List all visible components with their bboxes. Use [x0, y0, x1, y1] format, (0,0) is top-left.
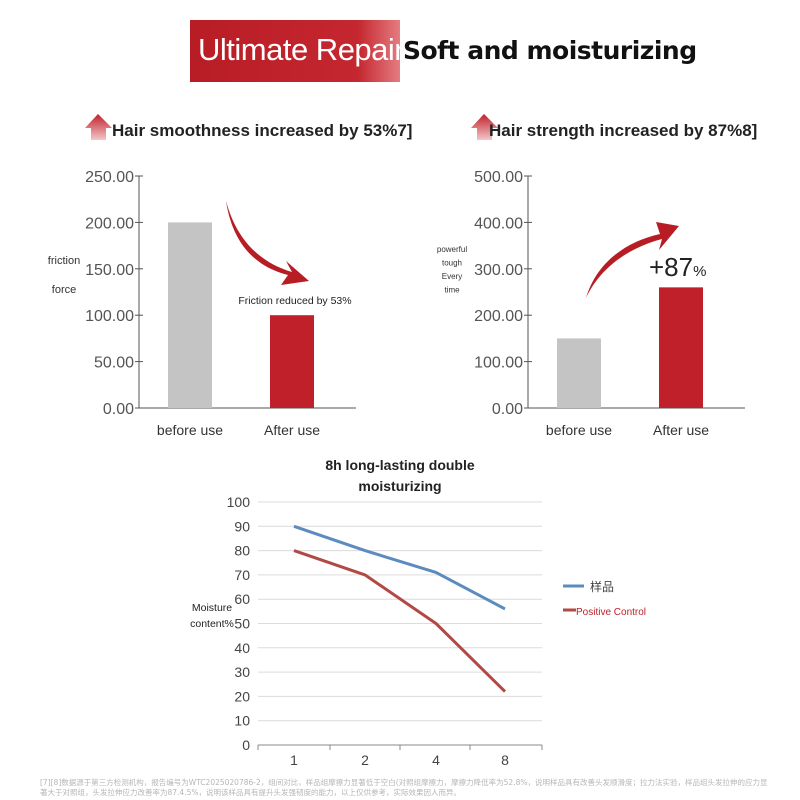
y-tick-label: 80 [234, 543, 250, 559]
y-axis-label: tough [442, 259, 462, 268]
y-tick-label: 500.00 [474, 169, 523, 186]
y-tick-label: 400.00 [474, 215, 523, 232]
y-tick-label: 50 [234, 616, 250, 632]
y-tick-label: 200.00 [474, 308, 523, 325]
curved-down-arrow-icon [226, 201, 309, 285]
series-line-2 [293, 549, 507, 693]
y-tick-label: 200.00 [85, 215, 134, 232]
y-tick-label: 10 [234, 713, 250, 729]
y-axis-label: Every [442, 272, 462, 281]
curved-up-arrow-icon [586, 222, 679, 298]
x-tick-label: before use [546, 422, 612, 438]
bar-after-use [270, 315, 314, 408]
chart2-title: Hair strength increased by 87%8] [489, 121, 758, 140]
y-tick-label: 0 [242, 737, 250, 753]
line-chart-title: moisturizing [358, 478, 441, 494]
y-tick-label: 90 [234, 518, 250, 534]
chart-annotation: Friction reduced by 53% [238, 295, 351, 307]
y-axis-label: time [444, 286, 460, 295]
y-axis-label: content% [190, 618, 234, 630]
y-tick-label: 300.00 [474, 262, 523, 279]
x-tick-label: After use [264, 422, 320, 438]
bar-after-use [659, 287, 703, 408]
y-tick-label: 0.00 [492, 401, 523, 418]
y-tick-label: 70 [234, 567, 250, 583]
y-tick-label: 50.00 [94, 355, 134, 372]
x-tick-label: 1 [290, 752, 298, 768]
x-tick-label: After use [653, 422, 709, 438]
y-tick-label: 100.00 [85, 308, 134, 325]
x-tick-label: 2 [361, 752, 369, 768]
y-axis-label: friction [48, 255, 80, 267]
x-tick-label: 4 [432, 752, 440, 768]
bar-before-use [168, 222, 212, 408]
chart1-title: Hair smoothness increased by 53%7] [112, 121, 413, 140]
y-tick-label: 40 [234, 640, 250, 656]
legend-label: Positive Control [576, 607, 646, 618]
y-axis-label: force [52, 284, 76, 296]
annotation-unit: % [693, 263, 706, 280]
y-axis-label: Moisture [192, 602, 232, 614]
page-subtitle: Soft and moisturizing [403, 36, 697, 65]
banner-title: Ultimate Repair [198, 32, 405, 67]
bar-before-use [557, 338, 601, 408]
title-banner [190, 20, 400, 82]
legend-label: 样品 [590, 579, 614, 594]
line-chart-title: 8h long-lasting double [325, 457, 475, 473]
y-tick-label: 20 [234, 688, 250, 704]
footnote: [7][8]数据源于第三方检测机构，报告编号为WTC2025020786-2，组… [40, 778, 768, 797]
series-line-1 [293, 524, 506, 611]
y-tick-label: 30 [234, 664, 250, 680]
x-tick-label: before use [157, 422, 223, 438]
x-tick-label: 8 [501, 752, 509, 768]
annotation-value: +87 [649, 252, 693, 282]
y-tick-label: 100.00 [474, 355, 523, 372]
chart-annotation-percent: +87% [649, 252, 706, 282]
y-tick-label: 150.00 [85, 262, 134, 279]
y-tick-label: 0.00 [103, 401, 134, 418]
y-tick-label: 60 [234, 591, 250, 607]
y-tick-label: 250.00 [85, 169, 134, 186]
y-axis-label: powerful [437, 245, 467, 254]
y-tick-label: 100 [227, 494, 251, 510]
